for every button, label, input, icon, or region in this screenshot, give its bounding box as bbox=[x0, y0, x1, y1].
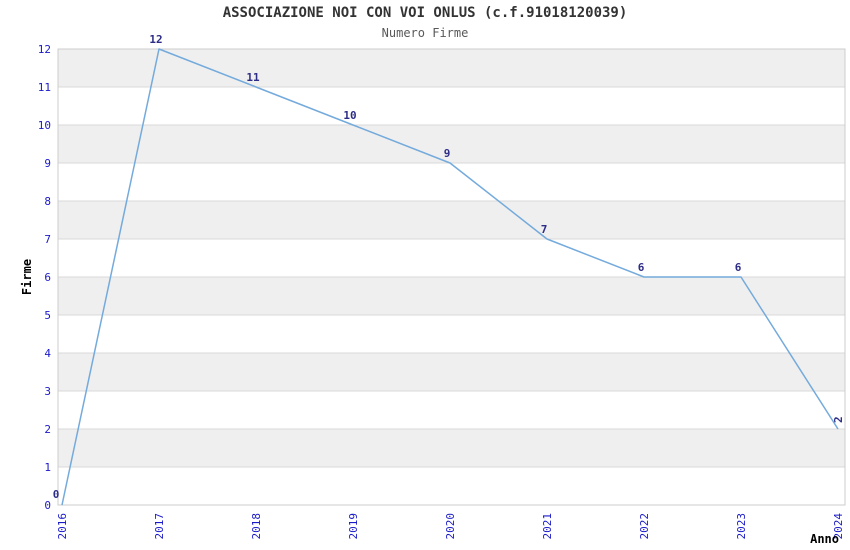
data-point-label: 6 bbox=[638, 261, 645, 274]
x-tick-label: 2016 bbox=[56, 513, 69, 540]
y-tick-label: 10 bbox=[38, 119, 51, 132]
y-tick-label: 5 bbox=[44, 309, 51, 322]
y-tick-label: 0 bbox=[44, 499, 51, 512]
plot-band bbox=[58, 353, 845, 391]
data-point-label: 0 bbox=[53, 488, 60, 501]
x-tick-label: 2024 bbox=[832, 513, 845, 540]
y-tick-label: 4 bbox=[44, 347, 51, 360]
plot-band bbox=[58, 201, 845, 239]
data-point-label: 11 bbox=[246, 71, 260, 84]
chart-subtitle: Numero Firme bbox=[381, 26, 469, 40]
plot-border bbox=[57, 48, 846, 506]
data-point-label: 6 bbox=[735, 261, 742, 274]
data-point-label: 7 bbox=[541, 223, 548, 236]
plot-band bbox=[58, 125, 845, 163]
y-tick-label: 8 bbox=[44, 195, 51, 208]
data-point-label: 2 bbox=[832, 416, 845, 423]
y-tick-label: 12 bbox=[38, 43, 51, 56]
y-tick-label: 3 bbox=[44, 385, 51, 398]
data-point-label: 10 bbox=[343, 109, 356, 122]
y-tick-label: 7 bbox=[44, 233, 51, 246]
y-tick-label: 9 bbox=[44, 157, 51, 170]
chart-title: ASSOCIAZIONE NOI CON VOI ONLUS (c.f.9101… bbox=[222, 5, 628, 21]
y-tick-label: 1 bbox=[44, 461, 51, 474]
y-tick-label: 2 bbox=[44, 423, 51, 436]
plot-band bbox=[58, 277, 845, 315]
x-tick-label: 2020 bbox=[444, 513, 457, 540]
series-line bbox=[61, 48, 839, 506]
x-tick-label: 2019 bbox=[347, 513, 360, 540]
data-point-label: 9 bbox=[444, 147, 451, 160]
data-point-label: 12 bbox=[149, 33, 162, 46]
plot-band bbox=[58, 49, 845, 87]
plot-band bbox=[58, 429, 845, 467]
x-tick-label: 2022 bbox=[638, 513, 651, 540]
x-tick-label: 2018 bbox=[250, 513, 263, 540]
x-tick-label: 2023 bbox=[735, 513, 748, 540]
y-tick-label: 6 bbox=[44, 271, 51, 284]
x-tick-label: 2017 bbox=[153, 513, 166, 540]
y-tick-label: 11 bbox=[38, 81, 51, 94]
x-tick-label: 2021 bbox=[541, 513, 554, 540]
x-axis-title: Anno bbox=[810, 532, 839, 546]
